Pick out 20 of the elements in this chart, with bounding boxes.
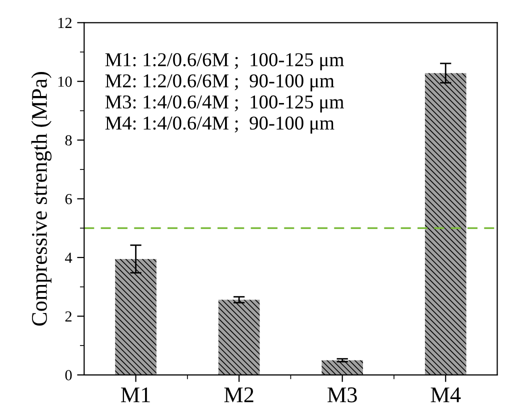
- annotation: M4: 1:4/0.6/4M ; 90-100 μm: [105, 116, 334, 134]
- bar: [424, 73, 466, 375]
- y-tick-label: 4: [65, 252, 72, 263]
- y-tick-label: 12: [58, 18, 72, 28]
- y-tick-label: 6: [65, 194, 72, 204]
- bar: [218, 300, 260, 375]
- y-tick-label: 0: [65, 370, 72, 380]
- y-tick-label: 8: [65, 135, 72, 146]
- y-tick-label: 2: [65, 311, 72, 322]
- annotation: M1: 1:2/0.6/6M ; 100-125 μm: [105, 53, 344, 70]
- y-tick-label: 10: [58, 76, 72, 87]
- x-tick-label: M2: [224, 387, 254, 402]
- bar: [115, 258, 156, 375]
- x-tick-label: M1: [120, 387, 150, 402]
- bar: [322, 360, 363, 375]
- annotation: M2: 1:2/0.6/6M ; 90-100 μm: [105, 74, 334, 92]
- x-tick-label: M3: [328, 387, 357, 402]
- x-tick-label: M4: [430, 388, 461, 402]
- annotation: M3: 1:4/0.6/4M ; 100-125 μm: [105, 95, 344, 113]
- y-axis-title: Compressive strength (MPa): [31, 72, 52, 326]
